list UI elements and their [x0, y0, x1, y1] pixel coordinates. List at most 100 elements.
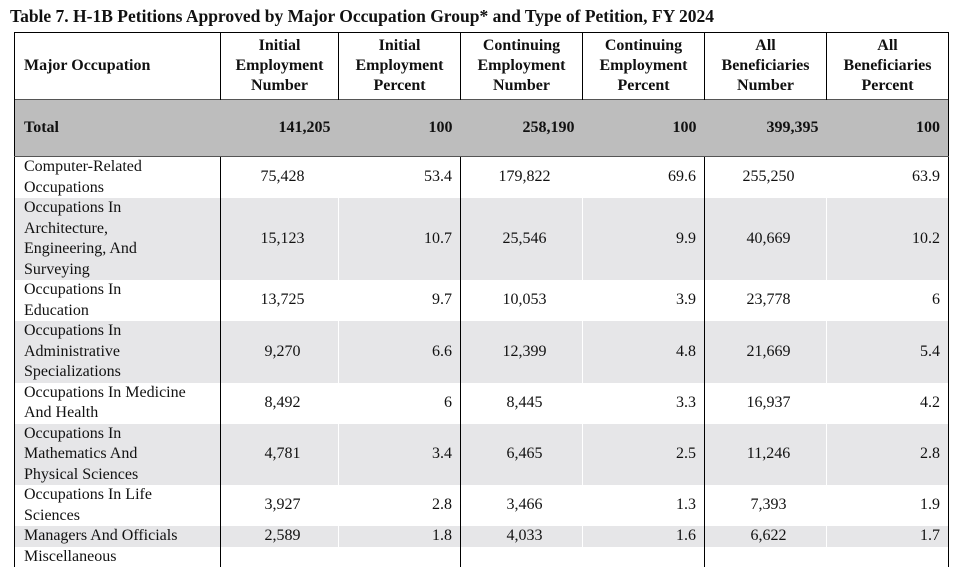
occupation-name-line: Occupations In — [24, 424, 218, 445]
table-cell: 179,822 — [461, 157, 583, 199]
table-cell: 23,778 — [705, 280, 827, 321]
column-header-line: Employment — [345, 56, 454, 76]
table-cell: 10.7 — [339, 198, 461, 280]
table-cell — [705, 547, 827, 567]
occupation-name-line: Occupations — [24, 178, 218, 199]
table-cell — [461, 547, 583, 567]
occupation-name: Miscellaneous — [15, 547, 221, 567]
column-header-line: Employment — [589, 56, 698, 76]
table-cell: 10,053 — [461, 280, 583, 321]
table-cell: 2.5 — [583, 424, 705, 486]
table-cell: 3.4 — [339, 424, 461, 486]
table-cell — [827, 547, 949, 567]
occupation-name-line: Managers And Officials — [24, 526, 218, 547]
table-cell: 1.7 — [827, 526, 949, 547]
total-cell: 399,395 — [705, 100, 827, 157]
total-cell: 100 — [583, 100, 705, 157]
occupation-name-line: Administrative — [24, 342, 218, 363]
table-cell: 8,445 — [461, 383, 583, 424]
table-cell: 6 — [339, 383, 461, 424]
table-cell: 9.9 — [583, 198, 705, 280]
column-header-line: Percent — [589, 76, 698, 96]
total-cell: 258,190 — [461, 100, 583, 157]
table-cell: 255,250 — [705, 157, 827, 199]
occupation-name-line: Occupations In — [24, 321, 218, 342]
table-cell: 3.3 — [583, 383, 705, 424]
table-cell: 4,781 — [221, 424, 339, 486]
table-cell: 21,669 — [705, 321, 827, 383]
table-caption: Table 7. H-1B Petitions Approved by Majo… — [10, 6, 714, 27]
column-header-line: Major Occupation — [24, 56, 214, 76]
column-header-line: All — [711, 36, 820, 56]
table-cell: 6 — [827, 280, 949, 321]
table-cell: 6,622 — [705, 526, 827, 547]
column-header-line: Initial — [227, 36, 332, 56]
column-header-line: Number — [711, 76, 820, 96]
table-cell: 13,725 — [221, 280, 339, 321]
occupation-name-line: Sciences — [24, 506, 218, 527]
column-header: Major Occupation — [15, 33, 221, 100]
table-cell: 10.2 — [827, 198, 949, 280]
column-header-line: Initial — [345, 36, 454, 56]
table-cell — [221, 547, 339, 567]
column-header-line: Continuing — [589, 36, 698, 56]
column-header-line: Continuing — [467, 36, 576, 56]
table-cell: 7,393 — [705, 485, 827, 526]
occupation-name-line: Miscellaneous — [24, 547, 218, 567]
occupation-name-line: Occupations In — [24, 280, 218, 301]
column-header-line: Beneficiaries — [833, 56, 942, 76]
table-cell: 6.6 — [339, 321, 461, 383]
table-cell: 1.9 — [827, 485, 949, 526]
occupation-name: Managers And Officials — [15, 526, 221, 547]
table-cell: 69.6 — [583, 157, 705, 199]
table-cell: 6,465 — [461, 424, 583, 486]
table-cell: 15,123 — [221, 198, 339, 280]
table-cell: 4.2 — [827, 383, 949, 424]
table-cell: 5.4 — [827, 321, 949, 383]
table-cell: 4,033 — [461, 526, 583, 547]
table-cell: 3,466 — [461, 485, 583, 526]
table-row: Miscellaneous — [15, 547, 949, 567]
column-header-line: Beneficiaries — [711, 56, 820, 76]
column-header-line: Number — [227, 76, 332, 96]
table-cell: 12,399 — [461, 321, 583, 383]
column-header-line: Percent — [345, 76, 454, 96]
occupation-name-line: Occupations In — [24, 198, 218, 219]
table-cell: 1.3 — [583, 485, 705, 526]
table-cell: 8,492 — [221, 383, 339, 424]
table-cell: 9.7 — [339, 280, 461, 321]
table-cell — [339, 547, 461, 567]
total-cell: 100 — [827, 100, 949, 157]
occupation-name-line: Mathematics And — [24, 444, 218, 465]
column-header-line: Percent — [833, 76, 942, 96]
column-header-line: Number — [467, 76, 576, 96]
table-cell: 2,589 — [221, 526, 339, 547]
occupation-name-line: And Health — [24, 403, 218, 424]
table-cell: 75,428 — [221, 157, 339, 199]
table-cell: 3.9 — [583, 280, 705, 321]
occupation-name-line: Education — [24, 301, 218, 322]
table-cell: 53.4 — [339, 157, 461, 199]
table-cell: 11,246 — [705, 424, 827, 486]
table-cell: 9,270 — [221, 321, 339, 383]
table-cell: 1.8 — [339, 526, 461, 547]
occupation-name-line: Occupations In Life — [24, 485, 218, 506]
total-label: Total — [15, 100, 221, 157]
